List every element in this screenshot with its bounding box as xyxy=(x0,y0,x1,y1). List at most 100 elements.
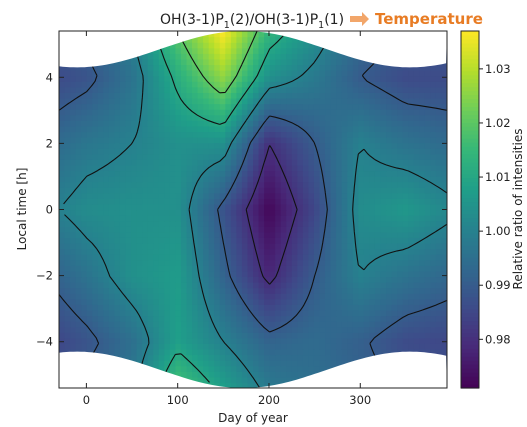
heatmap-cell xyxy=(125,114,132,121)
heatmap-cell xyxy=(108,304,116,311)
heatmap-cell xyxy=(430,265,437,272)
heatmap-cell xyxy=(180,136,188,144)
heatmap-cell xyxy=(186,142,193,149)
heatmap-cell xyxy=(441,259,447,266)
heatmap-cell xyxy=(131,187,138,194)
heatmap-cell xyxy=(352,220,359,227)
heatmap-cell xyxy=(125,75,132,82)
heatmap-cell xyxy=(241,365,249,372)
heatmap-cell xyxy=(219,181,226,188)
heatmap-cell xyxy=(308,42,315,49)
heatmap-cell xyxy=(230,153,237,160)
heatmap-cell xyxy=(214,81,221,88)
heatmap-cell xyxy=(269,231,276,238)
heatmap-cell xyxy=(186,36,193,43)
heatmap-cell xyxy=(103,64,110,71)
heatmap-cell xyxy=(59,75,66,82)
heatmap-cell xyxy=(330,148,337,155)
heatmap-cell xyxy=(208,365,215,372)
heatmap-cell xyxy=(269,142,276,149)
heatmap-cell xyxy=(92,293,99,300)
heatmap-cell xyxy=(236,242,243,250)
heatmap-cell xyxy=(380,276,387,283)
heatmap-cell xyxy=(131,293,138,300)
heatmap-cell xyxy=(386,187,393,194)
heatmap-cell xyxy=(302,47,310,54)
y-tick-label: 4 xyxy=(46,70,53,84)
heatmap-cell xyxy=(424,259,431,266)
heatmap-cell xyxy=(192,354,199,361)
heatmap-cell xyxy=(103,242,110,250)
heatmap-cell xyxy=(214,242,221,250)
heatmap-cell xyxy=(131,181,138,188)
heatmap-cell xyxy=(352,192,359,199)
heatmap-cell xyxy=(424,248,431,255)
heatmap-cell xyxy=(313,270,321,278)
heatmap-cell xyxy=(219,31,226,38)
heatmap-cell xyxy=(386,343,393,350)
heatmap-cell xyxy=(313,237,321,244)
heatmap-cell xyxy=(197,209,204,216)
heatmap-cell xyxy=(197,254,204,261)
heatmap-cell xyxy=(169,321,176,328)
heatmap-cell xyxy=(64,332,71,339)
heatmap-cell xyxy=(269,125,276,133)
heatmap-cell xyxy=(197,226,204,233)
heatmap-cell xyxy=(225,58,232,66)
heatmap-cell xyxy=(325,170,332,177)
heatmap-cell xyxy=(291,287,298,294)
colorbar-segment xyxy=(461,380,479,385)
heatmap-cell xyxy=(325,159,332,166)
heatmap-cell xyxy=(286,348,293,356)
heatmap-cell xyxy=(214,298,221,305)
heatmap-cell xyxy=(203,187,210,194)
heatmap-cell xyxy=(241,348,249,356)
heatmap-cell xyxy=(280,86,287,93)
heatmap-cell xyxy=(280,371,287,378)
heatmap-cell xyxy=(286,343,293,350)
heatmap-cell xyxy=(236,176,243,183)
heatmap-cell xyxy=(275,304,282,311)
heatmap-cell xyxy=(275,53,282,60)
heatmap-cell xyxy=(153,237,160,244)
heatmap-cell xyxy=(175,58,182,66)
colorbar-segment xyxy=(461,332,479,338)
heatmap-cell xyxy=(186,326,193,333)
heatmap-cell xyxy=(192,159,199,166)
heatmap-cell xyxy=(225,270,232,278)
heatmap-cell xyxy=(214,237,221,244)
heatmap-cell xyxy=(264,242,271,250)
heatmap-cell xyxy=(225,220,232,227)
heatmap-cell xyxy=(147,315,154,322)
heatmap-cell xyxy=(435,326,443,333)
heatmap-cell xyxy=(186,276,193,283)
colorbar-segment xyxy=(461,225,479,230)
heatmap-cell xyxy=(97,114,104,121)
heatmap-cell xyxy=(330,131,337,138)
colorbar-segment xyxy=(461,177,479,183)
heatmap-cell xyxy=(97,97,104,105)
heatmap-cell xyxy=(230,181,237,188)
heatmap-cell xyxy=(214,371,221,378)
heatmap-cell xyxy=(186,220,193,227)
heatmap-cell xyxy=(358,220,365,227)
heatmap-cell xyxy=(302,42,310,49)
heatmap-cell xyxy=(258,365,265,372)
heatmap-cell xyxy=(258,360,265,367)
heatmap-cell xyxy=(291,109,298,116)
heatmap-cell xyxy=(319,209,326,216)
heatmap-cell xyxy=(319,315,326,322)
heatmap-cell xyxy=(214,360,221,367)
heatmap-cell xyxy=(352,58,359,66)
heatmap-cell xyxy=(153,70,160,77)
heatmap-cell xyxy=(424,142,431,149)
heatmap-cell xyxy=(264,203,271,211)
heatmap-cell xyxy=(214,376,221,384)
heatmap-cell xyxy=(258,237,265,244)
heatmap-cell xyxy=(197,92,204,99)
heatmap-cell xyxy=(125,254,132,261)
heatmap-cell xyxy=(59,321,66,328)
heatmap-cell xyxy=(347,298,354,305)
heatmap-cell xyxy=(247,348,254,356)
heatmap-cell xyxy=(136,131,143,138)
